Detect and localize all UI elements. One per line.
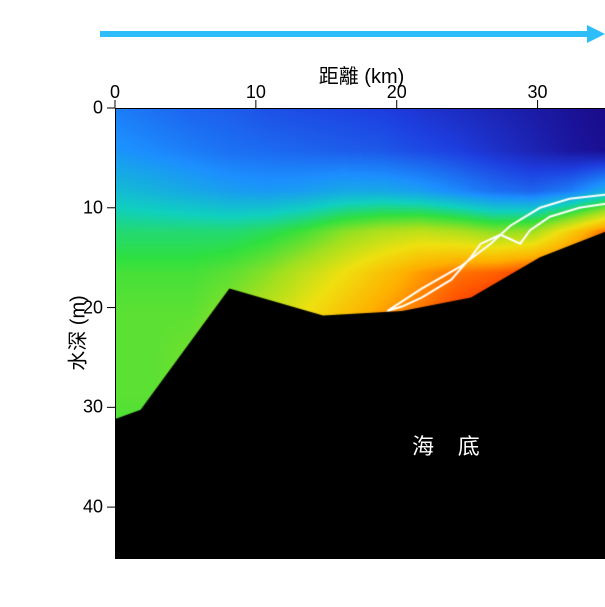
figure: 距離 (km) 水深 (m) 0102030010203040 海 底 — [20, 20, 605, 587]
y-tick-label: 20 — [83, 297, 103, 318]
y-tick-label: 10 — [83, 197, 103, 218]
x-tick-label: 20 — [387, 82, 407, 103]
x-tick-label: 10 — [246, 82, 266, 103]
x-tick-label: 0 — [110, 82, 120, 103]
y-tick-label: 30 — [83, 397, 103, 418]
y-tick-label: 0 — [93, 98, 103, 119]
x-tick-label: 30 — [528, 82, 548, 103]
y-tick-label: 40 — [83, 497, 103, 518]
plot-area — [115, 108, 605, 559]
direction-arrow — [20, 20, 605, 50]
heatmap-canvas — [116, 109, 605, 558]
seabed-label: 海 底 — [412, 429, 489, 461]
